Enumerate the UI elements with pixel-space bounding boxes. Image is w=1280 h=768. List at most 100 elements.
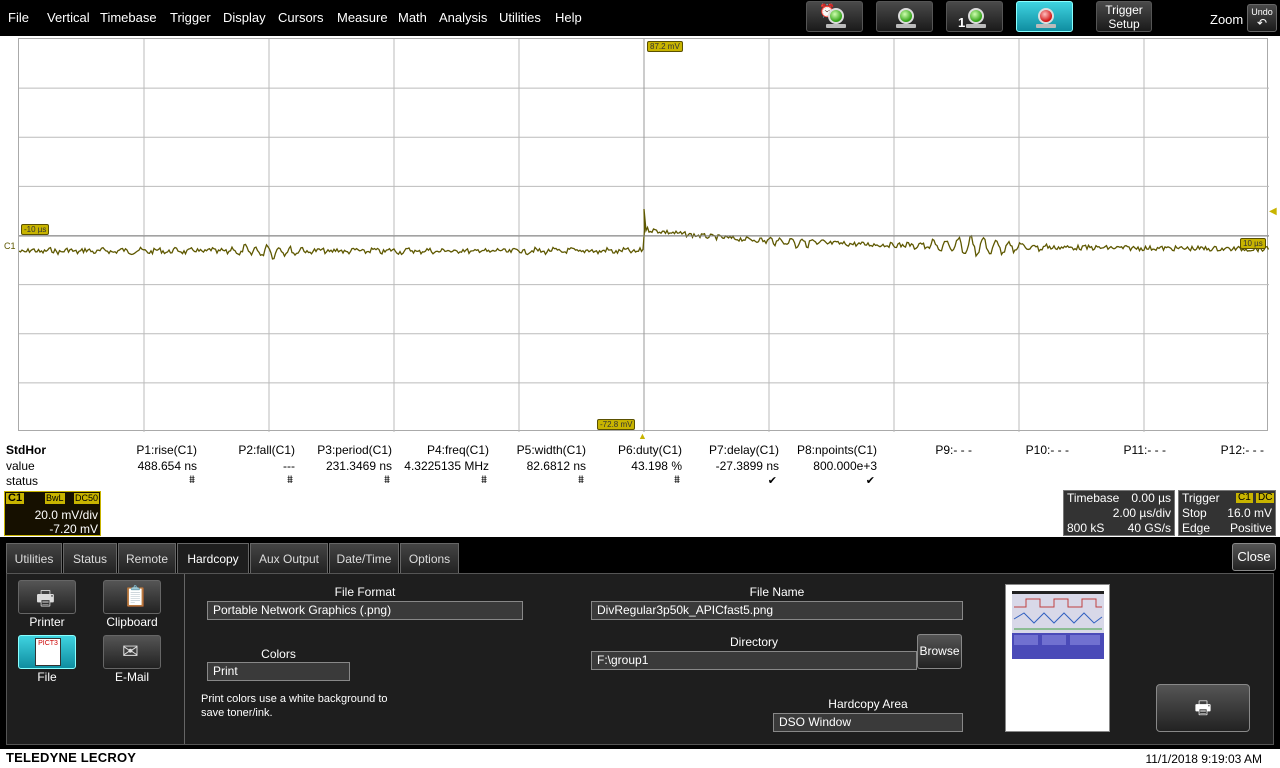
- email-button[interactable]: ✉: [103, 635, 161, 669]
- param-name[interactable]: P1:rise(C1): [136, 443, 197, 457]
- waveform-grid[interactable]: 87.2 mV -72.8 mV -10 µs 10 µs: [18, 38, 1269, 432]
- file-format-select[interactable]: Portable Network Graphics (.png): [207, 601, 523, 620]
- tab-remote[interactable]: Remote: [118, 543, 176, 573]
- trigger-led-icon: [968, 8, 984, 24]
- print-button[interactable]: 🖶: [1156, 684, 1250, 732]
- clipboard-label: Clipboard: [106, 615, 158, 629]
- tab-hardcopy[interactable]: Hardcopy: [177, 543, 249, 575]
- single-badge: 1: [958, 15, 966, 30]
- menu-cursors[interactable]: Cursors: [278, 10, 324, 25]
- menu-trigger[interactable]: Trigger: [170, 10, 211, 25]
- browse-button[interactable]: Browse: [917, 634, 962, 669]
- param-name[interactable]: P6:duty(C1): [617, 443, 682, 457]
- file-button[interactable]: PICT3: [18, 635, 76, 669]
- time-per-div: 2.00 µs/div: [1112, 506, 1171, 520]
- menu-math[interactable]: Math: [398, 10, 427, 25]
- param-status-icon: ⩩: [287, 474, 293, 486]
- left-time-marker[interactable]: -10 µs: [21, 224, 50, 235]
- file-name-field[interactable]: DivRegular3p50k_APICfast5.png: [591, 601, 963, 620]
- file-label: File: [37, 670, 57, 684]
- menu-utilities[interactable]: Utilities: [499, 10, 541, 25]
- param-status-icon: ✔: [865, 475, 875, 487]
- param-value: 4.3225135 MHz: [404, 459, 489, 473]
- trigger-coupling-badge: DC: [1256, 492, 1275, 503]
- right-time-marker[interactable]: 10 µs: [1240, 238, 1266, 249]
- file-icon: PICT3: [35, 638, 61, 666]
- single-trigger-button[interactable]: 1: [946, 1, 1003, 32]
- clipboard-button[interactable]: 📋: [103, 580, 161, 614]
- channel-ground-marker[interactable]: C1: [4, 241, 16, 251]
- timebase-delay: 0.00 µs: [1131, 491, 1171, 505]
- channel1-descriptor[interactable]: C1 BwL DC50 20.0 mV/div -7.20 mV: [4, 491, 101, 536]
- undo-icon: ↶: [1256, 16, 1268, 30]
- menu-help[interactable]: Help: [555, 10, 582, 25]
- param-name[interactable]: P2:fall(C1): [238, 443, 295, 457]
- menu-measure[interactable]: Measure: [337, 10, 388, 25]
- auto-trigger-button[interactable]: ⏰: [806, 1, 863, 32]
- channel-tag: C1: [6, 492, 25, 504]
- hardcopy-area-select[interactable]: DSO Window: [773, 713, 963, 732]
- tab-aux-output[interactable]: Aux Output: [250, 543, 328, 573]
- email-icon: ✉: [122, 641, 139, 663]
- colors-help-text: Print colors use a white background to s…: [201, 693, 388, 719]
- trigger-slope: Positive: [1229, 521, 1272, 535]
- param-status-icon: ⩩: [189, 474, 195, 486]
- printer-button[interactable]: 🖶: [18, 580, 76, 614]
- param-value: -27.3899 ns: [715, 459, 779, 473]
- measurement-table: StdHor value status P1:rise(C1) 488.654 n…: [0, 441, 1280, 489]
- trigger-led-icon: [898, 8, 914, 24]
- menu-analysis[interactable]: Analysis: [439, 10, 488, 25]
- param-name[interactable]: P12:- - -: [1220, 443, 1264, 457]
- trigger-level-arrow-icon[interactable]: ◀: [1269, 206, 1277, 217]
- trigger-label: Trigger: [1182, 491, 1220, 505]
- trigger-position-arrow-icon[interactable]: ▲: [638, 431, 647, 441]
- menu-file[interactable]: File: [8, 10, 29, 25]
- measure-mode-label[interactable]: StdHor: [6, 443, 46, 457]
- menu-bar: File Vertical Timebase Trigger Display C…: [0, 0, 1280, 36]
- param-value: 488.654 ns: [137, 459, 197, 473]
- param-status-icon: ⩩: [674, 474, 680, 486]
- param-name[interactable]: P3:period(C1): [317, 443, 392, 457]
- param-name[interactable]: P4:freq(C1): [426, 443, 489, 457]
- timebase-descriptor[interactable]: Timebase 0.00 µs 2.00 µs/div 800 kS 40 G…: [1063, 490, 1175, 536]
- tab-utilities[interactable]: Utilities: [6, 543, 62, 573]
- param-value: 82.6812 ns: [526, 459, 586, 473]
- trigger-level: 16.0 mV: [1227, 506, 1272, 520]
- menu-display[interactable]: Display: [223, 10, 266, 25]
- trigger-setup-button[interactable]: Trigger Setup: [1096, 1, 1152, 32]
- sample-rate: 40 GS/s: [1127, 521, 1171, 535]
- param-value: 231.3469 ns: [325, 459, 392, 473]
- top-level-marker[interactable]: 87.2 mV: [647, 41, 683, 52]
- menu-timebase[interactable]: Timebase: [100, 10, 157, 25]
- status-footer: TELEDYNE LECROY 11/1/2018 9:19:03 AM: [0, 749, 1280, 768]
- param-name[interactable]: P8:npoints(C1): [796, 443, 877, 457]
- undo-button[interactable]: Undo ↶: [1247, 4, 1277, 32]
- trigger-descriptor[interactable]: Trigger C1 DC Stop 16.0 mV Edge Positive: [1178, 490, 1276, 536]
- colors-select[interactable]: Print: [207, 662, 350, 681]
- param-name[interactable]: P10:- - -: [1025, 443, 1069, 457]
- c1-trace: [19, 208, 1269, 260]
- datetime-display: 11/1/2018 9:19:03 AM: [1145, 752, 1262, 766]
- file-name-label: File Name: [749, 585, 805, 599]
- printer-label: Printer: [29, 615, 65, 629]
- bottom-level-marker[interactable]: -72.8 mV: [597, 419, 636, 430]
- param-name[interactable]: P7:delay(C1): [708, 443, 779, 457]
- param-value: ---: [283, 459, 295, 473]
- param-name[interactable]: P11:- - -: [1123, 443, 1166, 457]
- close-button[interactable]: Close: [1232, 543, 1276, 571]
- menu-vertical[interactable]: Vertical: [47, 10, 90, 25]
- channel-offset: -7.20 mV: [49, 522, 98, 536]
- trigger-channel-badge: C1: [1236, 492, 1253, 503]
- param-name[interactable]: P9:- - -: [935, 443, 972, 457]
- stop-trigger-button[interactable]: [1016, 1, 1073, 32]
- tab-status[interactable]: Status: [63, 543, 117, 573]
- normal-trigger-button[interactable]: [876, 1, 933, 32]
- zoom-label: Zoom: [1210, 12, 1244, 27]
- tab-options[interactable]: Options: [400, 543, 459, 573]
- tab-date-time[interactable]: Date/Time: [329, 543, 399, 573]
- printer-icon: 🖶: [36, 588, 55, 610]
- directory-field[interactable]: F:\group1: [591, 651, 917, 670]
- param-name[interactable]: P5:width(C1): [516, 443, 586, 457]
- param-status-icon: ⩩: [384, 474, 390, 486]
- param-status-icon: ⩩: [578, 474, 584, 486]
